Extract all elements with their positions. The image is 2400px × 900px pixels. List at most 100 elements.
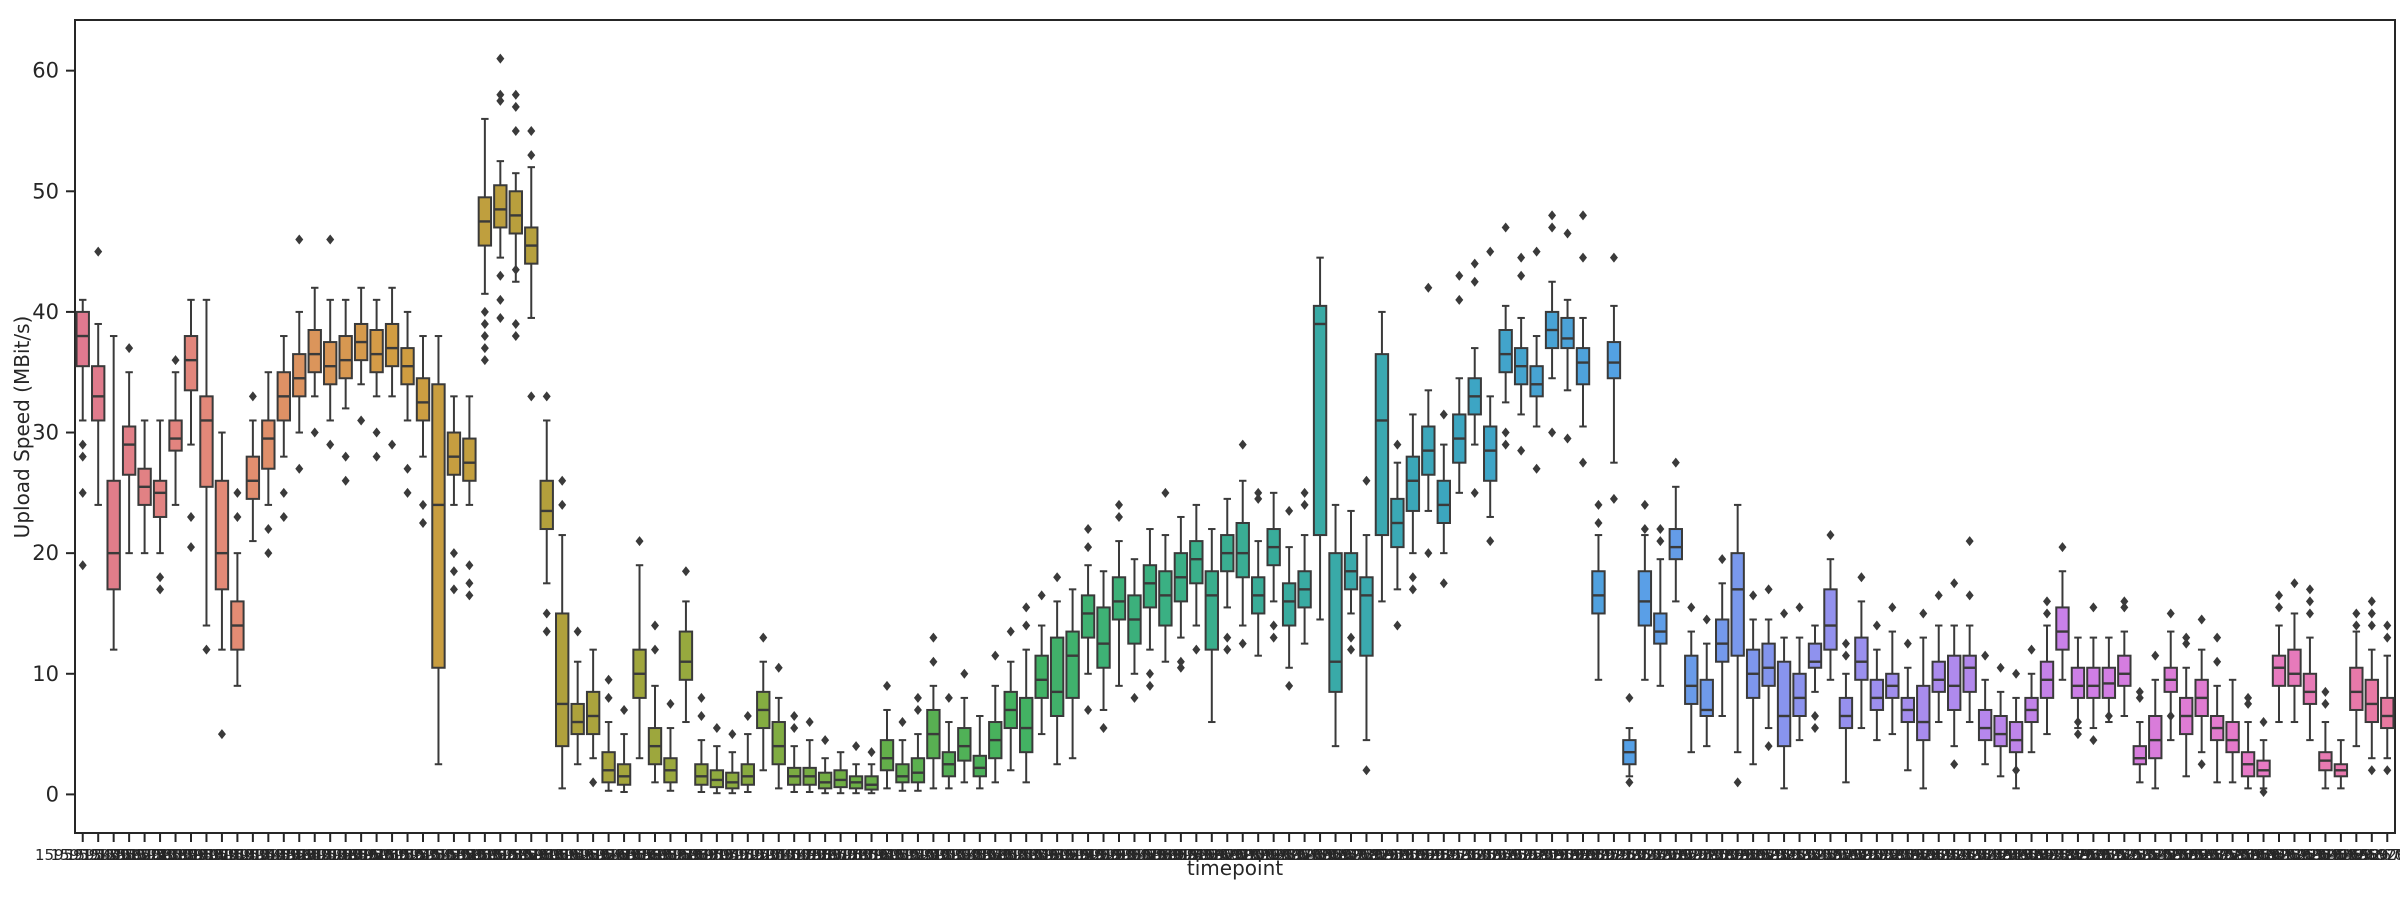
box-plot: [384, 286, 400, 450]
box: [121, 425, 137, 476]
x-tick-label: 1595919110: [1009, 846, 1104, 864]
box-plot: [1745, 590, 1761, 766]
box: [2225, 721, 2240, 754]
outlier-marker: [1099, 723, 1108, 734]
outlier-marker: [264, 524, 273, 535]
outlier-marker: [1517, 252, 1526, 263]
box: [1235, 521, 1250, 579]
box-plot: [1343, 509, 1359, 655]
x-tick-label: 1595921270: [1381, 846, 1476, 864]
x-tick-label: 1595916950: [638, 846, 733, 864]
outlier-marker: [790, 710, 799, 721]
box-plot: [338, 298, 353, 486]
outlier-marker: [728, 729, 737, 740]
x-tick-label: 1595923070: [1690, 846, 1785, 864]
outlier-marker: [1950, 578, 1959, 589]
box: [214, 479, 230, 591]
box: [1328, 552, 1343, 693]
box: [1730, 552, 1745, 657]
outlier-marker: [233, 511, 242, 522]
box: [338, 335, 353, 380]
box-plot: [802, 717, 817, 793]
x-tick-label: 1595926760: [2324, 846, 2400, 864]
x-tick-label: 1595923700: [1798, 846, 1893, 864]
box-plot: [1776, 608, 1792, 790]
x-tick-label: 1595916140: [499, 846, 594, 864]
outlier-marker: [403, 463, 412, 474]
box: [2070, 666, 2086, 699]
outlier-marker: [78, 560, 87, 571]
x-tick-label: 1595916320: [530, 846, 625, 864]
box-plot: [415, 335, 431, 528]
box: [1606, 341, 1622, 380]
outlier-marker: [542, 608, 551, 619]
box-plot: [493, 53, 508, 323]
x-tick-label: 1595921990: [1504, 846, 1599, 864]
outlier-marker: [2352, 620, 2361, 631]
x-tick-label: 1595921000: [1334, 846, 1429, 864]
box: [261, 419, 276, 470]
box-plot: [477, 117, 493, 366]
box: [1637, 570, 1653, 627]
outlier-marker: [480, 355, 489, 366]
x-tick-label: 1595914430: [205, 846, 300, 864]
x-tick-label: 1595918120: [839, 846, 934, 864]
outlier-marker: [2151, 650, 2160, 661]
outlier-marker: [2383, 632, 2392, 643]
x-tick-label: 1595921540: [1427, 846, 1522, 864]
outlier-marker: [1517, 445, 1526, 456]
outlier-marker: [480, 318, 489, 329]
outlier-marker: [187, 542, 195, 553]
x-tick-label: 1595922260: [1551, 846, 1646, 864]
outlier-marker: [1594, 517, 1603, 528]
outlier-marker: [681, 566, 690, 577]
outlier-marker: [2367, 620, 2376, 631]
box-plot: [1513, 252, 1529, 456]
y-tick-label: 50: [32, 179, 59, 203]
box-plot: [1049, 572, 1065, 766]
outlier-marker: [1950, 759, 1959, 770]
outlier-marker: [511, 125, 520, 136]
outlier-marker: [2259, 786, 2268, 797]
box-plot: [400, 310, 415, 498]
outlier-marker: [156, 584, 165, 595]
box-plot: [121, 343, 137, 555]
x-tick-label: 1595921720: [1458, 846, 1553, 864]
outlier-marker: [2197, 759, 2206, 770]
outlier-marker: [1903, 638, 1912, 649]
box: [1065, 630, 1080, 699]
x-tick-label: 1595925500: [2108, 846, 2203, 864]
x-tick-label: 1595925590: [2123, 846, 2218, 864]
outlier-marker: [697, 710, 706, 721]
box-plot: [771, 662, 786, 790]
box-plot: [2008, 668, 2024, 790]
box: [1560, 316, 1575, 350]
outlier-marker: [1594, 499, 1603, 510]
box-plot: [276, 335, 291, 522]
x-tick-label: 1595913710: [81, 846, 176, 864]
outlier-marker: [913, 704, 922, 715]
x-tick-label: 1595925860: [2169, 846, 2264, 864]
box-plot: [1034, 590, 1049, 736]
box: [1653, 612, 1668, 645]
outlier-marker: [2321, 686, 2330, 697]
outlier-marker: [264, 548, 273, 559]
outlier-marker: [883, 680, 891, 691]
box-plot: [601, 674, 616, 792]
outlier-marker: [2058, 542, 2067, 553]
x-tick-label: 1595926310: [2247, 846, 2342, 864]
outlier-marker: [2305, 608, 2314, 619]
outlier-marker: [2244, 698, 2253, 709]
outlier-marker: [542, 391, 551, 402]
x-tick-label: 1595921630: [1442, 846, 1537, 864]
outlier-marker: [2244, 692, 2253, 703]
plot-frame: [74, 19, 2396, 834]
box-plot: [1266, 491, 1281, 643]
outlier-marker: [2073, 729, 2082, 740]
x-tick-label: 1595920550: [1257, 846, 1352, 864]
box: [539, 479, 554, 531]
box-plot: [678, 566, 694, 724]
box-plot: [694, 692, 709, 793]
box: [1838, 696, 1854, 730]
box: [1142, 564, 1158, 609]
